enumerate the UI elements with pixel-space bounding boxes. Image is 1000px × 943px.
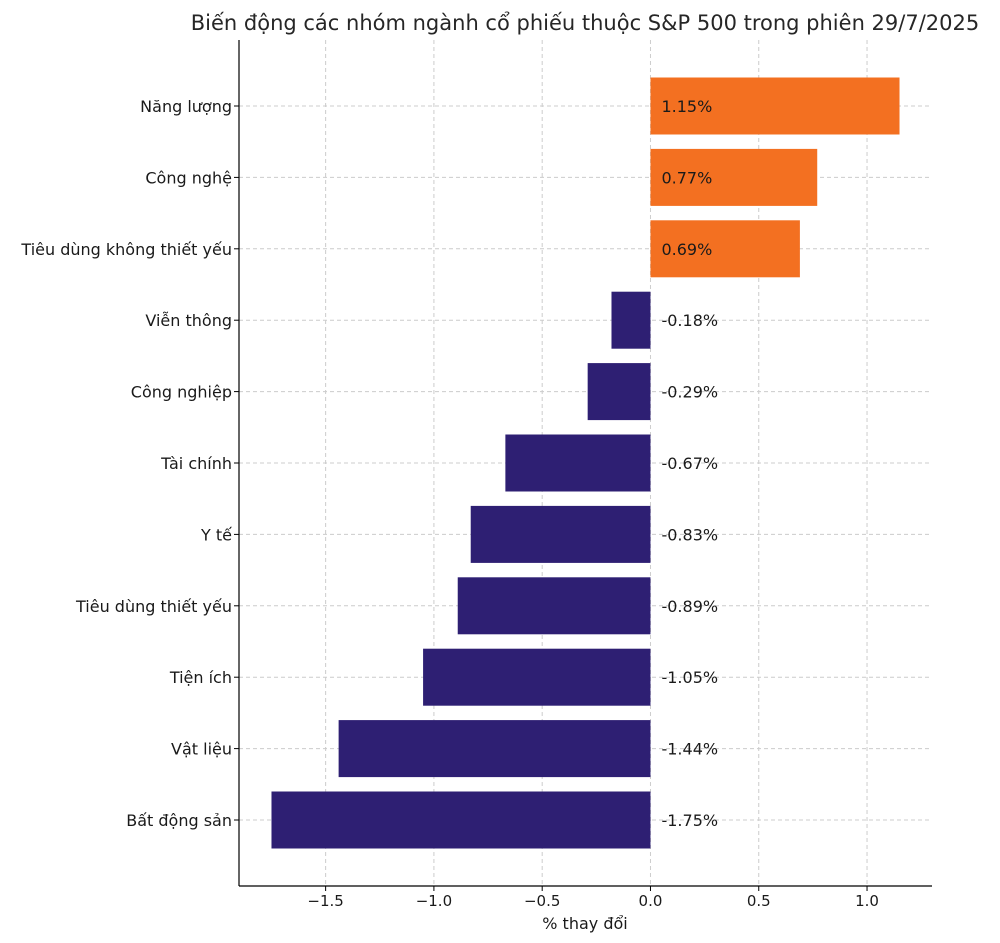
bar-5 (587, 363, 651, 421)
x-tick-label: 0.0 (639, 892, 663, 910)
axis-layer: Năng lượng Công nghệ Tiêu dùng không thiết… (20, 40, 932, 910)
data-label: 0.77% (661, 168, 712, 187)
bar-9 (423, 648, 651, 706)
data-label: 1.15% (661, 97, 712, 116)
x-tick-label: 0.5 (747, 892, 771, 910)
bar-8 (457, 577, 651, 635)
y-tick-label: Năng lượng (140, 97, 232, 116)
bar-10 (338, 720, 651, 778)
y-tick-label: Vật liệu (171, 740, 232, 759)
data-label: -1.75% (661, 811, 718, 830)
data-label: -1.44% (661, 740, 718, 759)
y-tick-label: Viễn thông (145, 311, 232, 330)
y-tick-label: Công nghiệp (131, 383, 232, 402)
x-tick-label: 1.0 (855, 892, 879, 910)
bar-7 (470, 505, 651, 563)
x-tick-label: −0.5 (524, 892, 560, 910)
y-tick-label: Công nghệ (145, 168, 232, 187)
y-tick-label: Tiêu dùng không thiết yếu (20, 240, 232, 259)
bar-1 (650, 77, 900, 135)
data-label: -0.18% (661, 311, 718, 330)
y-tick-label: Tài chính (160, 454, 232, 473)
bar-6 (505, 434, 651, 492)
chart-title: Biến động các nhóm ngành cổ phiếu thuộc … (191, 11, 979, 35)
x-tick-label: −1.0 (416, 892, 452, 910)
y-tick-label: Tiện ích (169, 668, 232, 687)
bar-2 (650, 148, 818, 206)
data-label: -0.89% (661, 597, 718, 616)
x-tick-label: −1.5 (307, 892, 343, 910)
data-label: -0.83% (661, 525, 718, 544)
y-tick-label: Bất động sản (126, 811, 232, 830)
y-tick-label: Tiêu dùng thiết yếu (75, 597, 232, 616)
bar-11 (271, 791, 651, 849)
data-label: 0.69% (661, 240, 712, 259)
data-label-layer: 1.15% 0.77% 0.69% -0.18% -0.29% -0.67% -0.83% -… (661, 97, 718, 830)
bar-4 (611, 291, 651, 349)
bar-layer (271, 77, 900, 849)
y-tick-label: Y tế (200, 525, 232, 544)
data-label: -0.67% (661, 454, 718, 473)
data-label: -1.05% (661, 668, 718, 687)
x-axis-title: % thay đổi (542, 914, 627, 933)
data-label: -0.29% (661, 383, 718, 402)
bar-3 (650, 220, 800, 278)
